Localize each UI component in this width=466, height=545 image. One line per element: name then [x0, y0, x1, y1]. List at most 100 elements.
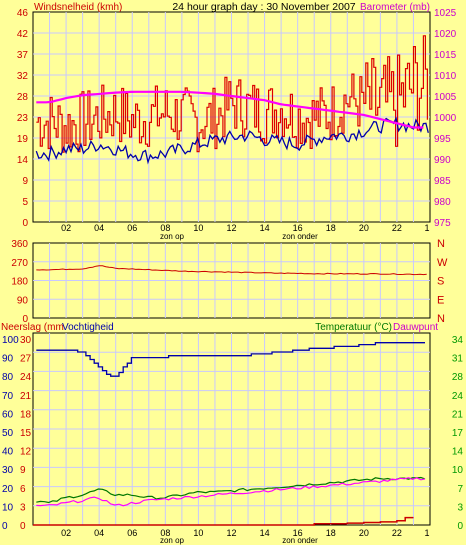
wind-grid	[33, 12, 430, 222]
x-tick-label: 12	[226, 528, 236, 538]
compass-label: N	[437, 238, 445, 250]
y-tick-label: 21	[20, 391, 32, 402]
barometer-line	[36, 90, 424, 129]
y-tick-label: 17	[452, 428, 464, 439]
x-tick-label: 18	[326, 528, 336, 538]
y-tick-label: 995	[434, 134, 451, 145]
y-tick-label: 5	[22, 197, 28, 208]
x-tick-label: 08	[160, 528, 170, 538]
y-tick-label: 100	[2, 335, 19, 346]
y-tick-label: 90	[2, 354, 14, 365]
y-tick-label: 360	[11, 239, 28, 250]
direction-grid	[33, 243, 430, 318]
y-tick-label: 18	[20, 409, 32, 420]
y-tick-label: 27	[20, 354, 32, 365]
y-tick-label: 6	[20, 484, 26, 495]
x-tick-label: 20	[359, 528, 369, 538]
y-tick-label: 30	[2, 465, 14, 476]
rain-line	[33, 516, 414, 526]
y-tick-label: 10	[452, 465, 464, 476]
y-tick-label: 23	[17, 113, 29, 124]
y-tick-label: 80	[2, 372, 14, 383]
x-tick-label: 20	[359, 223, 369, 233]
y-tick-label: 34	[452, 335, 464, 346]
y-tick-label: 985	[434, 176, 451, 187]
rain-x-axis: 02 04 06 08 10 12 14 16 18 20 22 1	[61, 528, 429, 538]
y-tick-label: 1010	[434, 71, 457, 82]
compass-label: N	[437, 313, 445, 325]
y-tick-label: 14	[452, 447, 464, 458]
compass-label: E	[437, 294, 444, 306]
x-tick-label: 10	[193, 528, 203, 538]
y-tick-label: 180	[11, 277, 28, 288]
y-tick-label: 0	[457, 521, 463, 532]
y-tick-label: 28	[17, 92, 29, 103]
sunset-label-3: zon onder	[282, 536, 318, 545]
y-tick-label: 20	[2, 484, 14, 495]
baro-y-axis: 1025 1020 1015 1010 1005 1000 995 990 985 980 975	[434, 8, 457, 229]
y-tick-label: 42	[17, 29, 29, 40]
humidity-label: Vochtigheid	[62, 322, 114, 333]
rain-grid	[33, 333, 430, 525]
y-tick-label: 990	[434, 155, 451, 166]
compass-label: W	[437, 257, 448, 269]
wind-series	[35, 35, 429, 165]
y-tick-label: 50	[2, 428, 14, 439]
sunset-label-1: zon onder	[282, 232, 318, 241]
wind-x-axis: 02 04 06 08 10 12 14 16 18 20 22 1	[61, 223, 429, 233]
x-tick-label: 1	[424, 223, 429, 233]
y-tick-label: 37	[17, 50, 29, 61]
y-tick-label: 0	[2, 521, 8, 532]
x-tick-label: 18	[326, 223, 336, 233]
wind-speed-line	[36, 35, 428, 153]
y-tick-label: 7	[457, 484, 463, 495]
x-tick-label: 22	[392, 223, 402, 233]
main-title: 24 hour graph day : 30 November 2007	[172, 1, 355, 13]
y-tick-label: 980	[434, 197, 451, 208]
y-tick-label: 60	[2, 409, 14, 420]
y-tick-label: 30	[20, 335, 32, 346]
x-tick-label: 12	[226, 223, 236, 233]
y-tick-label: 0	[22, 314, 28, 325]
y-tick-label: 9	[22, 176, 28, 187]
y-tick-label: 46	[17, 8, 29, 19]
wind-direction-line	[36, 265, 427, 276]
y-tick-label: 70	[2, 391, 14, 402]
x-tick-label: 22	[392, 528, 402, 538]
y-tick-label: 12	[20, 447, 32, 458]
x-tick-label: 08	[160, 223, 170, 233]
wind-title: Windsnelheid (kmh)	[34, 2, 122, 13]
y-tick-label: 1015	[434, 50, 457, 61]
y-tick-label: 1000	[434, 113, 457, 124]
baro-title: Barometer (mb)	[360, 2, 430, 13]
sunrise-label-3: zon op	[160, 536, 185, 545]
temperature-trace-line	[35, 116, 429, 165]
y-tick-label: 1025	[434, 8, 457, 19]
y-tick-label: 10	[2, 502, 14, 513]
y-tick-label: 40	[2, 447, 14, 458]
temperature-y-axis: 34 31 28 24 21 17 14 10 7 3 0	[452, 335, 464, 532]
x-tick-label: 14	[260, 528, 270, 538]
dewpoint-line	[36, 477, 426, 507]
y-tick-label: 28	[452, 372, 464, 383]
y-tick-label: 1020	[434, 29, 457, 40]
x-tick-label: 06	[127, 528, 137, 538]
y-tick-label: 14	[17, 155, 29, 166]
x-tick-label: 02	[61, 223, 71, 233]
y-tick-label: 19	[17, 134, 29, 145]
y-tick-label: 1005	[434, 92, 457, 103]
y-tick-label: 9	[20, 465, 26, 476]
wind-y-axis: 46 42 37 32 28 23 19 14 9 5 0	[17, 8, 29, 229]
x-tick-label: 06	[127, 223, 137, 233]
y-tick-label: 31	[452, 354, 464, 365]
y-tick-label: 15	[20, 428, 32, 439]
y-tick-label: 90	[17, 295, 29, 306]
y-tick-label: 21	[452, 409, 464, 420]
x-tick-label: 14	[260, 223, 270, 233]
